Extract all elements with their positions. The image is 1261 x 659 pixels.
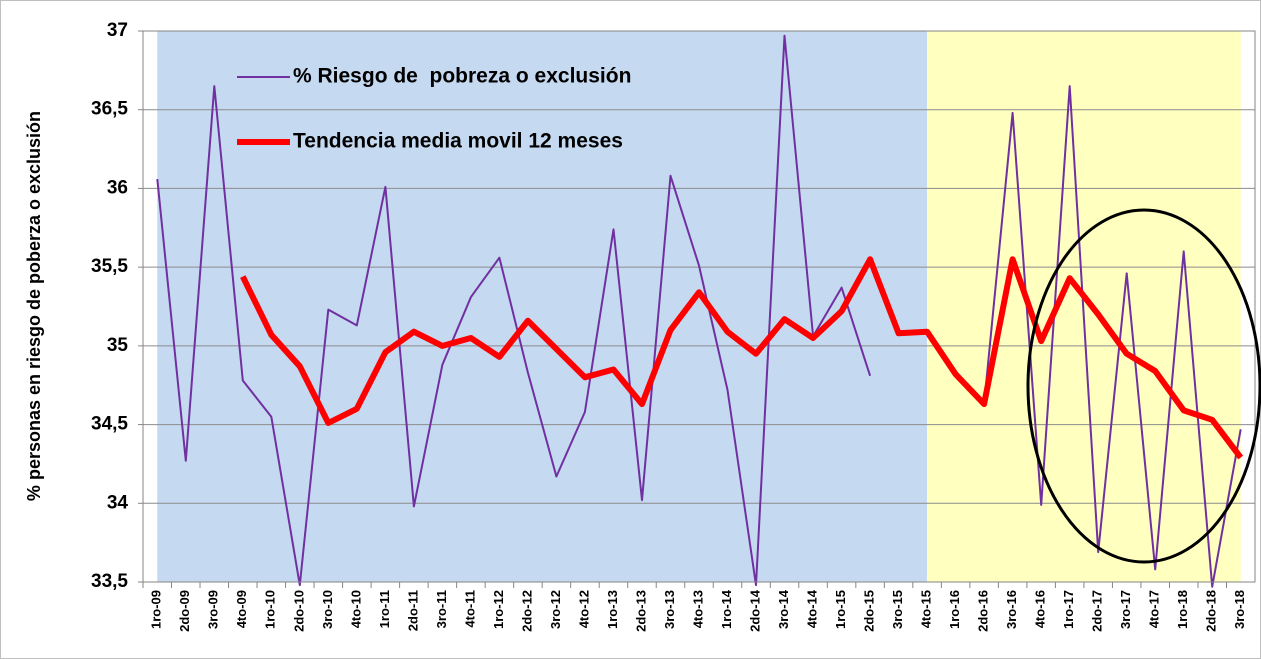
y-tick-label: 34,5 [91,414,128,435]
marks [156,34,1244,588]
x-tick-label: 2do-13 [633,590,648,632]
x-tick-label: 1ro-11 [377,590,392,628]
legend-label: Tendencia media movil 12 meses [293,130,623,153]
background-regions [157,31,1241,582]
region-blue [157,31,928,582]
y-tick-label: 37 [107,20,128,41]
y-tick-label: 36 [107,177,128,198]
x-tick-label: 4to-12 [576,590,591,628]
x-tick-label: 2do-17 [1090,590,1105,632]
x-tick-label: 2do-09 [177,590,192,632]
x-tick-label: 1ro-13 [605,590,620,629]
x-tick-label: 1ro-12 [491,590,506,629]
x-tick-label: 3ro-10 [320,590,335,629]
y-axis-label: % personas en riesgo de poberza o exclus… [24,111,44,501]
x-tick-label: 4to-10 [348,590,363,628]
x-tick-label: 1ro-10 [263,590,278,629]
x-tick-label: 2do-15 [862,590,877,632]
x-tick-label: 1ro-15 [833,590,848,629]
x-tick-label: 3ro-15 [890,590,905,629]
x-tick-label: 1ro-17 [1061,590,1076,629]
x-tick-label: 3ro-13 [662,590,677,629]
x-tick-label: 3ro-12 [548,590,563,629]
x-tick-label: 4to-11 [462,590,477,628]
y-tick-label: 34 [107,492,129,513]
x-tick-label: 3ro-18 [1232,590,1247,629]
x-tick-label: 4to-13 [690,590,705,628]
legend: % Riesgo de pobreza o exclusión Tendencia… [237,65,631,153]
x-tick-label: 4to-17 [1147,590,1162,628]
y-tick-label: 33,5 [91,571,128,592]
legend-label: % Riesgo de pobreza o exclusión [293,65,631,88]
y-tick-label: 35 [107,335,129,356]
x-tick-label: 4to-16 [1033,590,1048,628]
x-tick-label: 2do-16 [976,590,991,632]
highlight-ellipse [1026,208,1261,564]
x-tick-label: 3ro-14 [776,589,791,629]
x-tick-label: 1ro-09 [149,590,164,629]
x-tick-label: 3ro-11 [434,590,449,628]
x-tick-label: 2do-11 [405,590,420,631]
x-tick-label: 4to-09 [234,590,249,628]
x-tick-label: 3ro-09 [206,590,221,629]
plot-border [142,30,1256,583]
x-tick-label: 3ro-16 [1004,590,1019,629]
x-tick-label: 1ro-16 [947,590,962,629]
series-line [240,256,1244,460]
x-tick-label: 1ro-18 [1175,590,1190,629]
x-tick-label: 2do-14 [747,589,762,632]
x-tick-label: 4to-15 [919,590,934,628]
x-tick-label: 4to-14 [804,589,819,628]
x-tick-label: 2do-10 [291,590,306,632]
y-tick-label: 35,5 [91,256,128,277]
x-tick-label: 2do-12 [519,590,534,632]
x-tick-label: 2do-18 [1204,590,1219,632]
x-tick-label: 1ro-14 [719,589,734,629]
x-tick-label: 3ro-17 [1118,590,1133,629]
y-tick-label: 36,5 [91,99,128,120]
